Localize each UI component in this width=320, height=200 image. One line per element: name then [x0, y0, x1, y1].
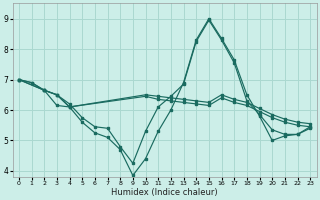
X-axis label: Humidex (Indice chaleur): Humidex (Indice chaleur): [111, 188, 218, 197]
